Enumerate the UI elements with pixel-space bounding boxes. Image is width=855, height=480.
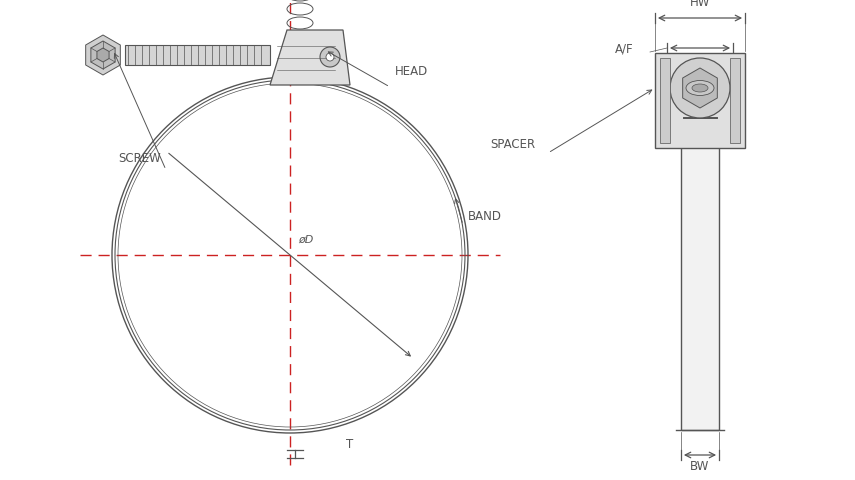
Text: HW: HW [690, 0, 711, 9]
Polygon shape [97, 48, 109, 62]
Ellipse shape [692, 84, 708, 92]
Text: SCREW: SCREW [118, 152, 161, 165]
Circle shape [320, 47, 340, 67]
Text: T: T [346, 438, 354, 451]
Text: BW: BW [690, 460, 710, 473]
Bar [660, 58, 670, 143]
Circle shape [670, 58, 730, 118]
Bar [655, 53, 745, 148]
Polygon shape [91, 41, 115, 69]
Bar [681, 112, 719, 430]
Text: BAND: BAND [468, 210, 502, 223]
Text: SPACER: SPACER [490, 138, 535, 151]
Text: A/F: A/F [615, 43, 634, 56]
Circle shape [326, 53, 334, 61]
Bar [730, 58, 740, 143]
Bar [125, 45, 270, 65]
Text: HEAD: HEAD [395, 65, 428, 78]
Text: øD: øD [298, 235, 314, 245]
Polygon shape [682, 68, 717, 108]
Ellipse shape [686, 81, 714, 96]
Polygon shape [86, 35, 121, 75]
Polygon shape [270, 30, 350, 85]
